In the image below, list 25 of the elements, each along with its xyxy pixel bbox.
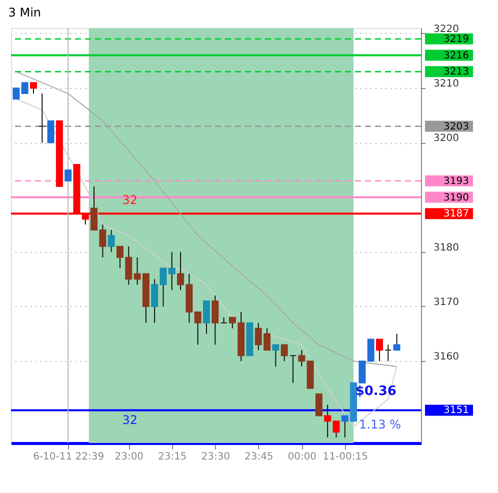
ref-line-label: 3216 bbox=[444, 50, 469, 62]
y-tick-label: 3210 bbox=[434, 78, 459, 90]
annotation: 32 bbox=[122, 193, 138, 208]
ref-line-label: 3203 bbox=[444, 121, 469, 132]
ref-line-label: 3190 bbox=[444, 192, 469, 204]
ref-line-label: 3151 bbox=[444, 405, 469, 416]
ref-line-label: 3187 bbox=[444, 208, 469, 220]
x-tick-label: 23:15 bbox=[158, 452, 187, 462]
annotation: 1.13 % bbox=[359, 417, 401, 432]
x-tick-label: 23:00 bbox=[114, 452, 144, 462]
x-tick-label: 23:30 bbox=[201, 452, 230, 462]
annotation: 32 bbox=[122, 413, 138, 428]
x-tick-label: 6-10-11 22:39 bbox=[33, 452, 104, 462]
y-tick-label: 3200 bbox=[434, 133, 459, 144]
x-tick-label: 00:00 bbox=[288, 452, 317, 462]
ref-line-label: 3219 bbox=[444, 34, 469, 45]
y-tick-label: 3160 bbox=[434, 352, 459, 363]
y-tick-label: 3170 bbox=[434, 296, 459, 308]
x-tick-label: 11-00:15 bbox=[322, 452, 368, 462]
x-tick-label: 23:45 bbox=[244, 452, 274, 462]
ref-line-label: 3213 bbox=[444, 66, 469, 78]
y-tick-label: 3220 bbox=[434, 24, 459, 35]
y-tick-label: 3180 bbox=[434, 242, 459, 254]
ref-line-label: 3193 bbox=[444, 176, 469, 187]
chart-title: 3 Min bbox=[8, 5, 42, 20]
